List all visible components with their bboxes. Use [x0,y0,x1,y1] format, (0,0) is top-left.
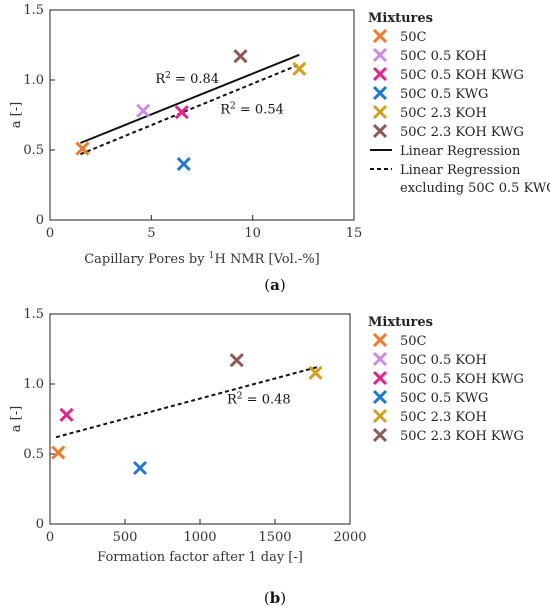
x-tick-label: 500 [113,530,138,545]
legend-marker [372,427,388,443]
x-tick-label: 2000 [333,530,366,545]
x-tick-label: 5 [147,226,155,241]
x-tick-label: 1000 [183,530,216,545]
legend-entry: 50C 0.5 KWG [400,391,488,406]
regression-line-dashed [55,366,318,439]
legend-entry: 50C 2.3 KOH [400,106,487,121]
legend-marker [372,332,388,348]
x-tick-label: 0 [46,530,54,545]
legend-title: Mixtures [368,315,433,330]
data-point-50c-0-5-koh [136,103,151,118]
legend-marker [372,28,388,44]
data-point-50c-2-3-koh [292,61,307,76]
legend-marker [372,47,388,63]
x-tick-label: 0 [46,226,54,241]
y-axis-label-a: a [-] [9,102,24,128]
plot-area-a [49,9,355,221]
x-tick-label: 15 [346,226,363,241]
legend-entry: 50C [400,334,427,349]
regression-line-dashed [80,63,300,156]
y-tick-label: 0.5 [23,143,44,158]
x-tick-label: 10 [244,226,261,241]
legend-entry: 50C 0.5 KOH [400,49,487,64]
data-point-50c [75,141,90,156]
data-point-50c-0-5-koh-kwg [59,407,74,422]
legend-entry: 50C 2.3 KOH [400,410,487,425]
data-point-50c-2-3-koh-kwg [229,353,244,368]
data-point-50c-2-3-koh [308,365,323,380]
legend-entry: 50C 0.5 KOH KWG [400,68,524,83]
y-tick-label: 0 [36,213,44,228]
y-axis-label-b: a [-] [9,406,24,432]
legend-marker [372,370,388,386]
legend-entry: Linear Regression [400,163,521,178]
legend-entry: 50C 0.5 KOH [400,353,487,368]
data-point-50c-0-5-koh-kwg [174,105,189,120]
y-tick-label: 0.5 [23,447,44,462]
legend-marker [372,85,388,101]
legend-entry: 50C 2.3 KOH KWG [400,125,524,140]
legend-a: Mixtures 50C 50C 0.5 KOH 50C 0.5 KOH KWG 50C… [368,11,550,196]
data-point-50c-2-3-koh-kwg [233,49,248,64]
y-tick-label: 0 [36,517,44,532]
legend-entry-continued: excluding 50C 0.5 KWG [400,181,550,196]
legend-entry: 50C 2.3 KOH KWG [400,429,524,444]
r-squared-annotation: R2 = 0.48 [227,392,291,408]
panel-label-b: (b) [264,589,286,607]
legend-b: Mixtures 50C 50C 0.5 KOH 50C 0.5 KOH KWG 50C… [368,315,524,444]
legend-marker [372,389,388,405]
data-point-50c-0-5-kwg [176,156,191,172]
regression-line-solid [80,53,300,144]
x-tick-label: 1500 [258,530,291,545]
data-point-50c-0-5-kwg [132,460,148,476]
legend-title: Mixtures [368,11,433,26]
y-tick-label: 1.5 [23,3,44,18]
r-squared-annotation: R2 = 0.54 [220,102,284,118]
x-axis-label-a: Capillary Pores by 1H NMR [Vol.-%] [84,251,320,267]
legend-marker [372,408,388,424]
y-tick-label: 1.5 [23,307,44,322]
legend-marker [372,123,388,139]
legend-marker [372,66,388,82]
legend-entry: 50C 0.5 KOH KWG [400,372,524,387]
chart-panel-b: 0 500 1000 1500 2000 0 0.5 1.0 1.5 R2 = 0.48 a [… [9,307,524,607]
y-tick-label: 1.0 [23,73,44,88]
legend-entry: 50C 0.5 KWG [400,87,488,102]
y-tick-label: 1.0 [23,377,44,392]
plot-area-b [49,313,351,525]
x-axis-label-b: Formation factor after 1 day [-] [97,550,303,565]
legend-marker [372,351,388,367]
data-point-50c [51,445,66,460]
legend-marker [372,104,388,120]
panel-label-a: (a) [264,276,285,294]
r-squared-annotation: R2 = 0.84 [155,71,219,87]
legend-entry: 50C [400,30,427,45]
legend-entry: Linear Regression [400,144,521,159]
